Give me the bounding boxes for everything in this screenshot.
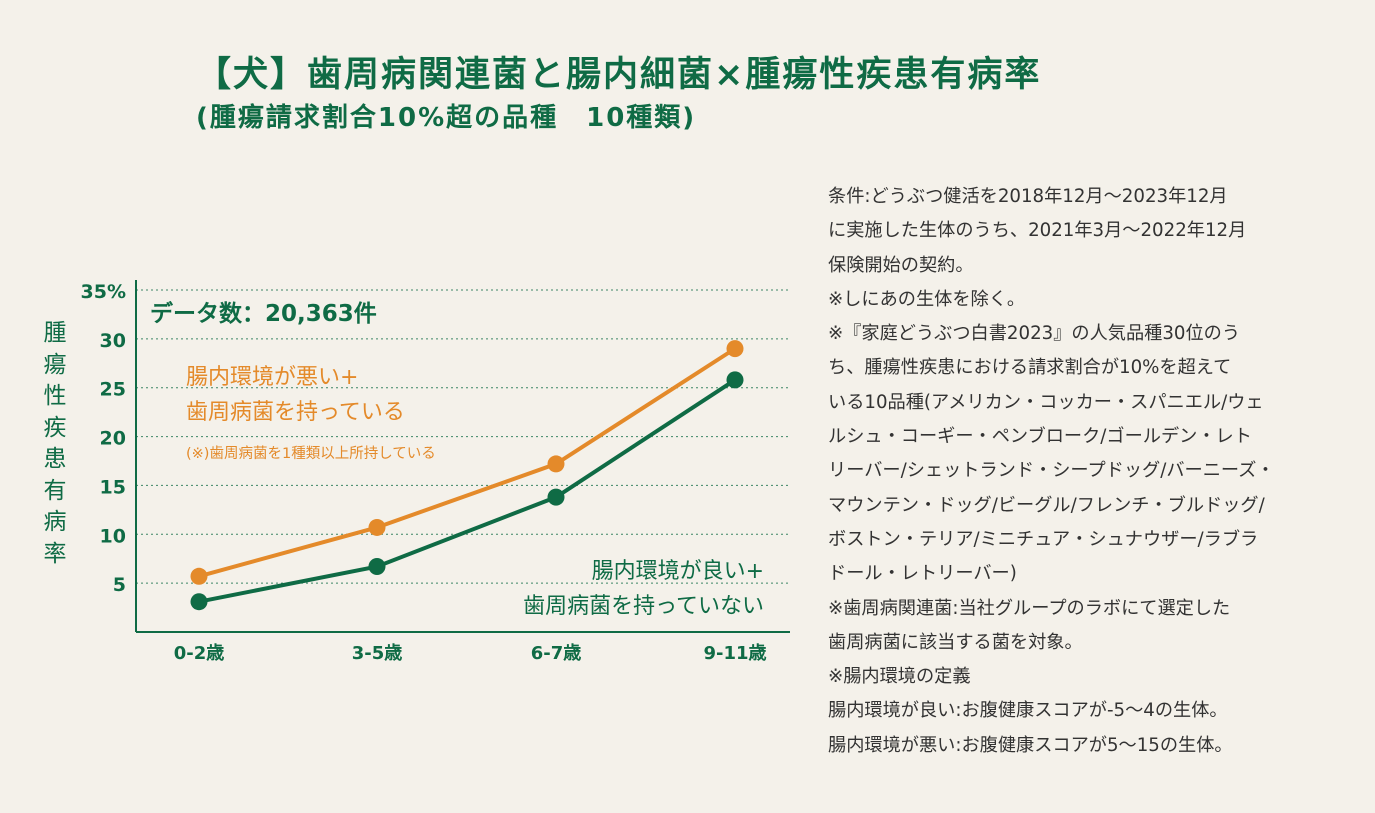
note-line: 腸内環境が良い:お腹健康スコアが-5〜4の生体。 [828,700,1228,722]
x-tick-label: 6-7歳 [531,643,582,664]
y-tick-label: 35% [81,281,126,303]
series-label-line: 腸内環境が悪い+ [186,365,358,390]
series-label-line: 歯周病菌を持っていない [523,594,764,619]
note-line: ルシュ・コーギー・ペンブローク/ゴールデン・レト [828,426,1252,448]
data-count-label: データ数：20,363件 [150,300,377,327]
series-label-line: 腸内環境が良い+ [592,559,764,584]
y-tick-label: 25 [100,379,126,401]
y-tick-label: 10 [100,525,126,547]
note-line: 保険開始の契約。 [828,254,974,276]
series-note: (※)歯周病菌を1種類以上所持している [186,445,436,462]
series-line [198,378,737,604]
note-line: ※しにあの生体を除く。 [828,288,1026,310]
chart-title: 【犬】歯周病関連菌と腸内細菌×腫瘍性疾患有病率 [196,55,1042,95]
note-line: いる10品種(アメリカン・コッカー・スパニエル/ウェ [828,391,1264,413]
note-line: マウンテン・ドッグ/ビーグル/フレンチ・ブルドッグ/ [828,494,1265,516]
y-axis-label: 腫瘍性疾患有病率 [43,320,67,567]
data-point [368,518,386,536]
data-point [547,455,565,473]
notes-panel: 条件:どうぶつ健活を2018年12月〜2023年12月 に実施した生体のうち、20… [828,180,1348,763]
y-tick-label: 30 [100,330,126,352]
data-point [726,340,744,358]
y-tick-label: 20 [100,428,126,450]
y-tick-label: 15 [100,476,126,498]
line-chart: 5 10 15 20 25 30 35% 0-2歳 3-5歳 6-7歳 9-11歳 データ数：20,3… [81,280,790,664]
series-line [198,346,737,579]
note-line: ※『家庭どうぶつ白書2023』の人気品種30位のう [828,323,1241,345]
data-point [726,371,744,389]
x-tick-label: 9-11歳 [703,643,766,664]
series-label-line: 歯周病菌を持っている [186,400,405,425]
note-line: 腸内環境が悪い:お腹健康スコアが5〜15の生体。 [828,734,1233,756]
x-tick-label: 3-5歳 [352,643,403,664]
data-point [547,488,565,506]
data-point [190,567,208,585]
note-line: に実施した生体のうち、2021年3月〜2022年12月 [828,220,1247,242]
y-tick-label: 5 [113,574,126,596]
data-point [368,558,386,576]
x-tick-label: 0-2歳 [174,643,225,664]
note-line: ※腸内環境の定義 [828,666,971,688]
note-line: リーバー/シェットランド・シープドッグ/バーニーズ・ [828,460,1275,482]
data-point [190,593,208,611]
note-line: ドール・レトリーバー) [828,563,1017,585]
note-line: ※歯周病関連菌:当社グループのラボにて選定した [828,597,1231,619]
note-line: 条件:どうぶつ健活を2018年12月〜2023年12月 [828,186,1228,207]
note-line: ち、腫瘍性疾患における請求割合が10%を超えて [828,357,1232,379]
note-line: 歯周病菌に該当する菌を対象。 [828,631,1083,653]
note-line: ボストン・テリア/ミニチュア・シュナウザー/ラブラ [828,528,1259,550]
chart-subtitle: (腫瘍請求割合10%超の品種 10種類) [196,103,697,133]
